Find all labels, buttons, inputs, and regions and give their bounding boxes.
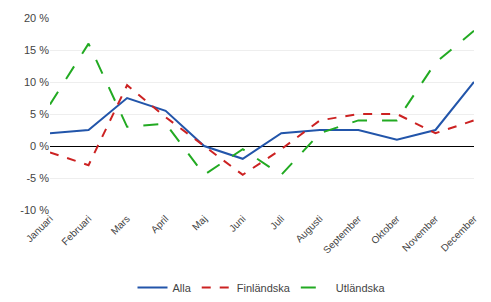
svg-text:-5 %: -5 %	[26, 172, 49, 184]
svg-text:-10 %: -10 %	[20, 204, 49, 216]
svg-text:0 %: 0 %	[30, 140, 49, 152]
svg-text:15 %: 15 %	[24, 44, 49, 56]
svg-text:Juli: Juli	[268, 213, 286, 231]
svg-text:Februari: Februari	[59, 213, 93, 247]
svg-text:Januari: Januari	[24, 213, 55, 244]
svg-text:10 %: 10 %	[24, 76, 49, 88]
svg-text:Mars: Mars	[109, 213, 133, 237]
svg-text:Augusti: Augusti	[293, 213, 324, 244]
svg-text:20 %: 20 %	[24, 12, 49, 24]
svg-text:Oktober: Oktober	[369, 213, 402, 246]
svg-text:Juni: Juni	[227, 213, 248, 234]
svg-text:Alla: Alla	[173, 282, 192, 294]
svg-text:September: September	[321, 213, 364, 256]
svg-text:5 %: 5 %	[30, 108, 49, 120]
svg-text:April: April	[149, 213, 171, 235]
svg-text:Utländska: Utländska	[336, 282, 386, 294]
svg-text:December: December	[439, 213, 480, 254]
svg-text:November: November	[400, 213, 441, 254]
svg-text:Maj: Maj	[190, 213, 209, 232]
svg-text:Finländska: Finländska	[237, 282, 291, 294]
